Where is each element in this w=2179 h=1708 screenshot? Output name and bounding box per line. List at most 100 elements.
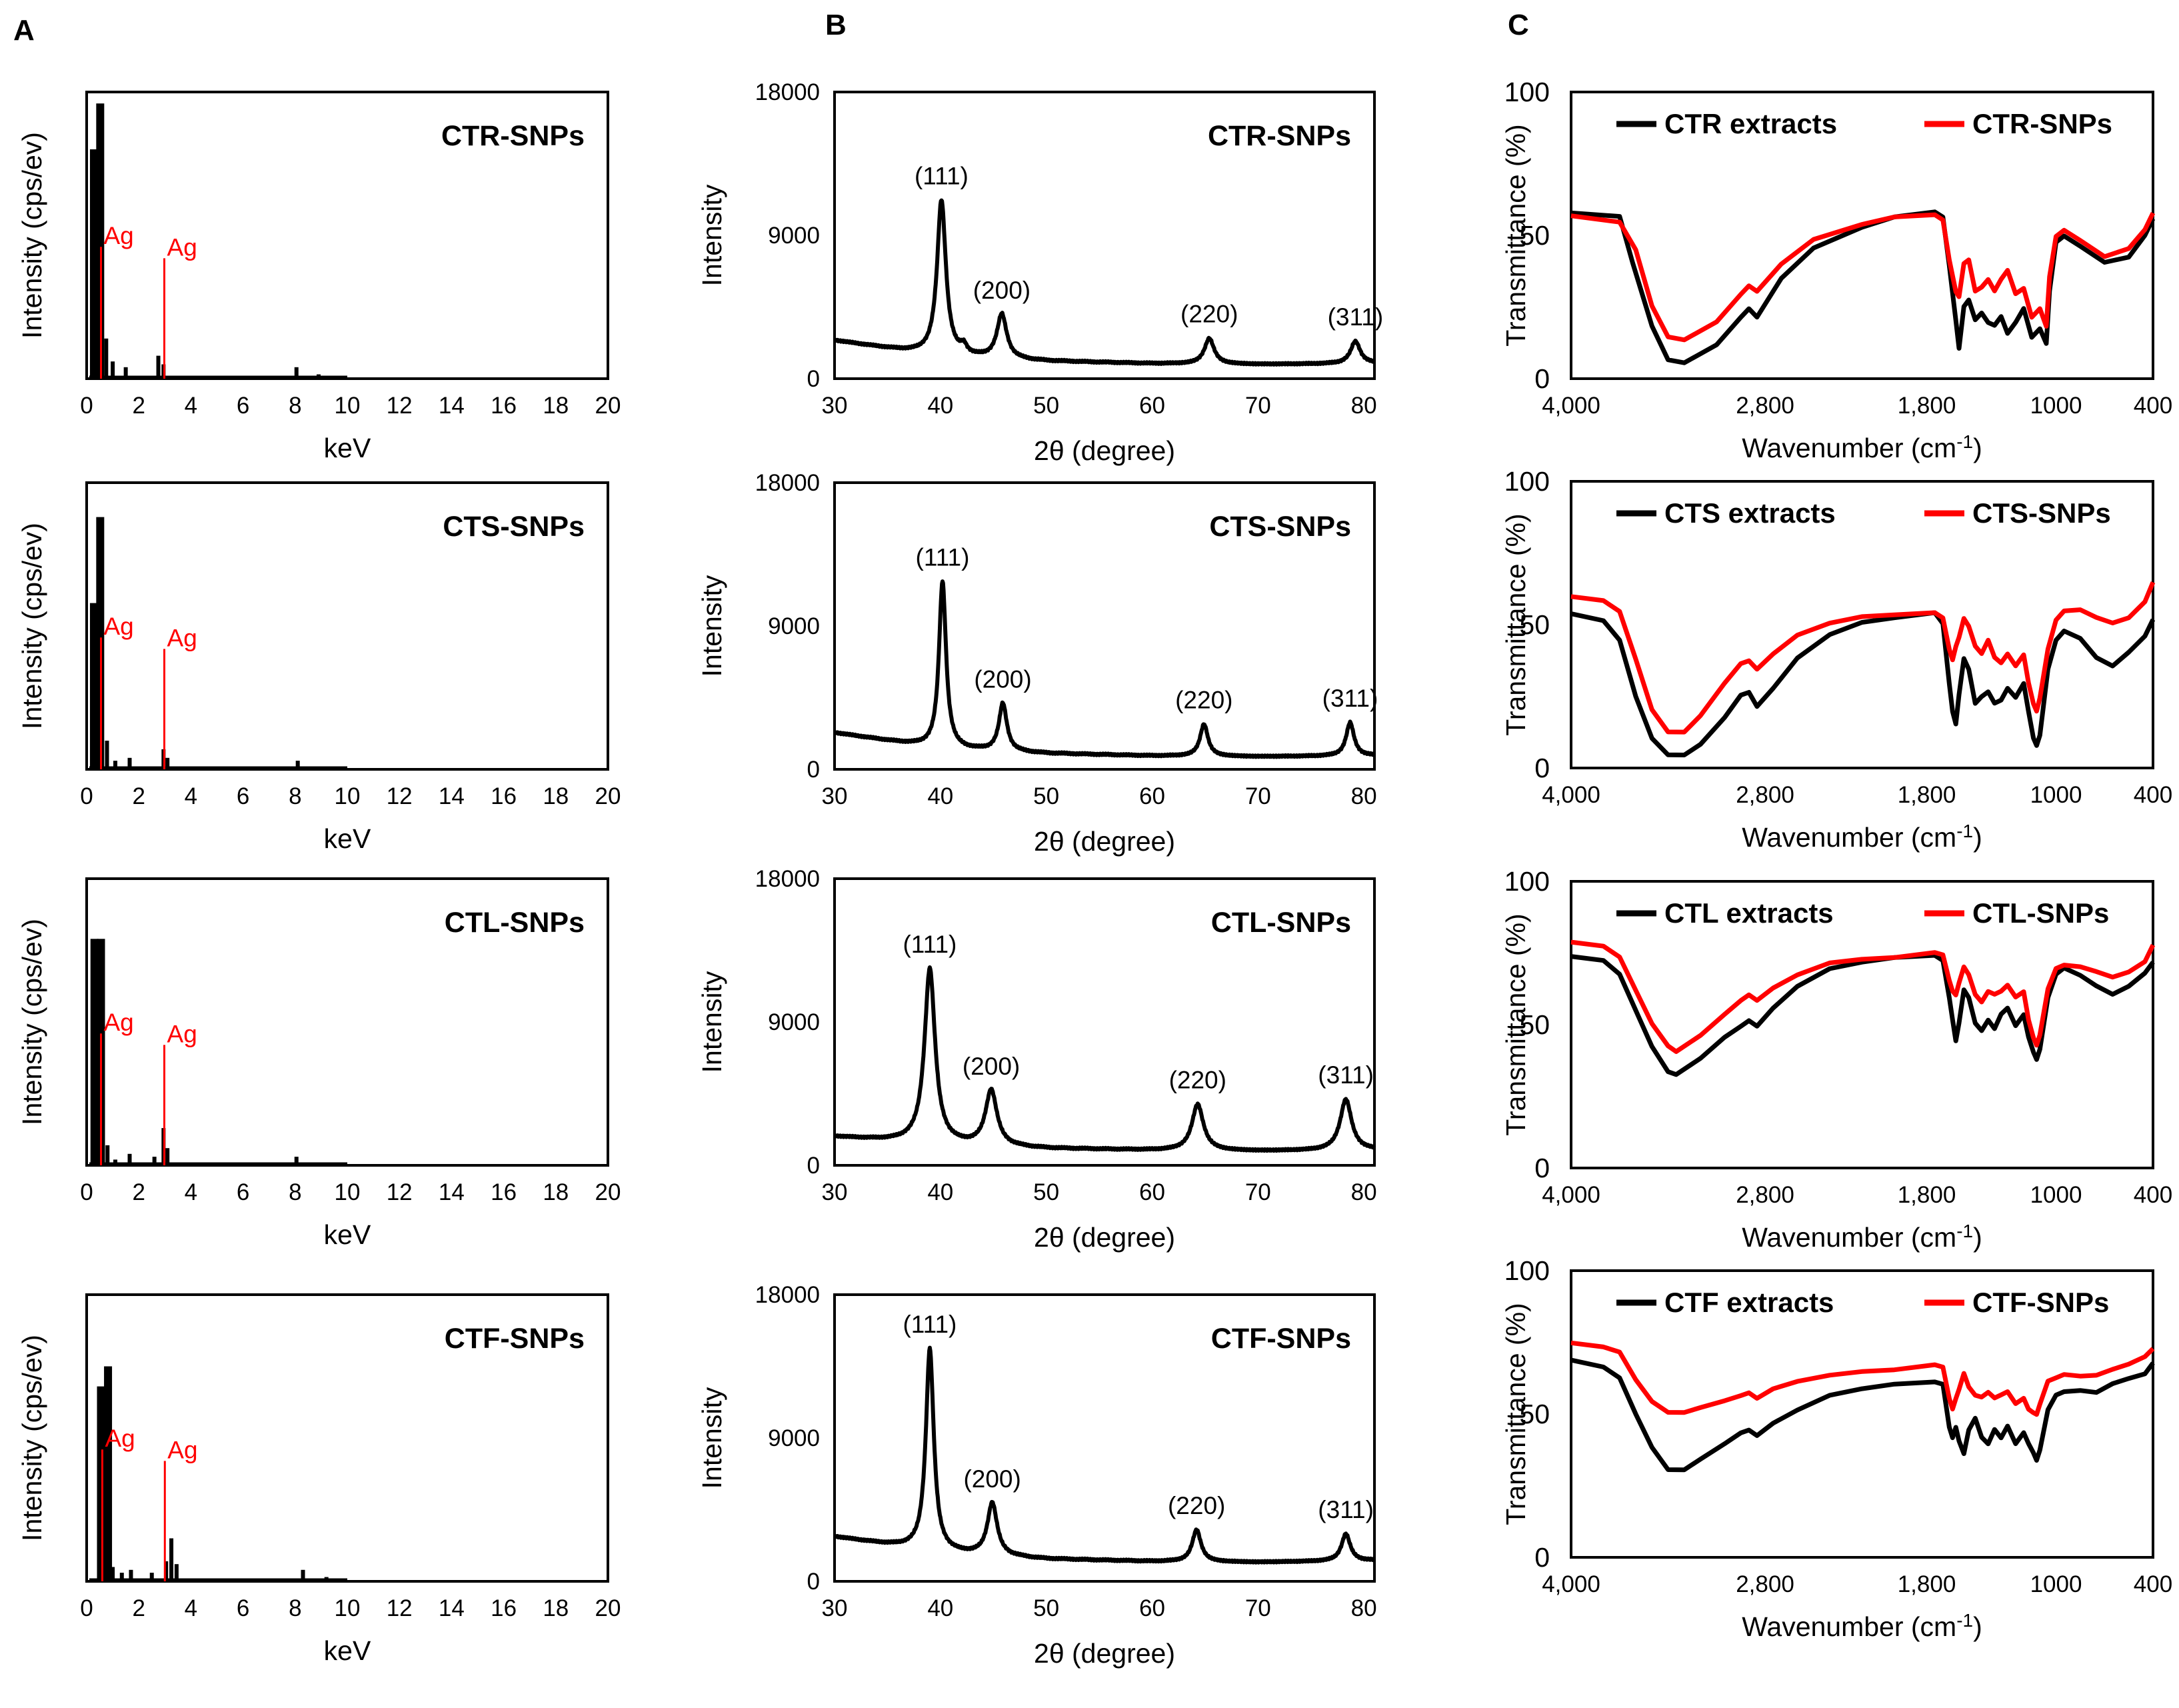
peak-label-200: (200) xyxy=(973,277,1031,304)
x-tick-label: 6 xyxy=(237,393,249,419)
chart-c-2: Transmittance (%) 4,000 2,800 1,800 1000 400 0… xyxy=(1500,466,2172,853)
x-tick-label: 70 xyxy=(1245,393,1271,419)
y-axis-label: Intensity (cps/ev) xyxy=(17,132,47,339)
x-tick-label: 1,800 xyxy=(1898,782,1956,808)
x-tick-label: 30 xyxy=(822,393,848,419)
chart-b-2: CTS-SNPs Intensity 30 40 50 60 70 80 0 9000 18000 2… xyxy=(697,470,1378,857)
x-tick-label: 14 xyxy=(439,1595,465,1621)
x-axis-label: 2θ (degree) xyxy=(1034,1222,1175,1253)
peak-label-200: (200) xyxy=(974,666,1031,693)
chart-c-4: Transmittance (%) 4,000 2,800 1,800 1000 400 0… xyxy=(1500,1255,2172,1642)
x-tick-label: 1,800 xyxy=(1898,1182,1956,1208)
peak-label-220: (220) xyxy=(1168,1492,1225,1519)
y-axis-label: Transmittance (%) xyxy=(1500,913,1531,1135)
x-axis-label-end: ) xyxy=(1973,433,1982,463)
y-axis-label: Intensity (cps/ev) xyxy=(17,919,47,1125)
y-tick-label: 9000 xyxy=(768,223,820,249)
xrd-pattern-line xyxy=(833,1345,1376,1565)
ag-marker-label: Ag xyxy=(104,222,134,249)
legend-label-snps: CTL-SNPs xyxy=(1972,897,2109,929)
peak-label-111: (111) xyxy=(903,1311,957,1338)
eds-peak xyxy=(90,939,99,1165)
peak-label-220: (220) xyxy=(1169,1067,1226,1094)
x-tick-label: 10 xyxy=(335,393,361,419)
chart-title: CTF-SNPs xyxy=(445,1323,585,1355)
plot-frame xyxy=(1570,1269,2154,1559)
y-axis-label: Transmittance (%) xyxy=(1500,1303,1531,1525)
legend-label-extracts: CTS extracts xyxy=(1664,497,1836,529)
y-tick-label: 100 xyxy=(1504,466,1550,497)
eds-peak xyxy=(169,1538,174,1581)
x-tick-label: 16 xyxy=(491,1595,517,1621)
x-tick-label: 40 xyxy=(927,393,953,419)
ftir-series-extracts xyxy=(1570,1357,2155,1473)
x-tick-label: 8 xyxy=(289,393,301,419)
x-tick-label: 60 xyxy=(1139,783,1165,809)
x-axis-label-end: ) xyxy=(1973,1222,1982,1253)
x-tick-label: 4,000 xyxy=(1542,782,1600,808)
x-tick-label: 4 xyxy=(185,1595,197,1621)
x-axis-label: keV xyxy=(324,823,371,854)
eds-peak xyxy=(301,1569,305,1581)
eds-peak xyxy=(149,1573,154,1581)
chart-title: CTS-SNPs xyxy=(1209,511,1351,543)
x-tick-label: 16 xyxy=(491,783,517,809)
x-tick-label: 2 xyxy=(132,393,145,419)
x-axis-label: keV xyxy=(324,1635,371,1666)
eds-peak xyxy=(152,1157,157,1165)
x-axis-label: Wavenumber (cm-1) xyxy=(1742,1610,1982,1642)
x-tick-label: 8 xyxy=(289,1179,301,1205)
x-tick-label: 40 xyxy=(927,1595,953,1621)
y-tick-label: 0 xyxy=(1534,753,1550,783)
x-tick-label: 70 xyxy=(1245,783,1271,809)
x-axis-label-end: ) xyxy=(1973,822,1982,853)
x-axis-label-main: Wavenumber (cm xyxy=(1742,433,1956,463)
x-tick-label: 0 xyxy=(80,1179,93,1205)
y-axis-label: Intensity xyxy=(697,1387,727,1489)
x-tick-label: 14 xyxy=(439,1179,465,1205)
eds-peak xyxy=(165,757,170,769)
y-tick-label: 0 xyxy=(1534,1153,1550,1183)
x-axis-label: Wavenumber (cm-1) xyxy=(1742,431,1982,463)
chart-title: CTR-SNPs xyxy=(1208,120,1351,152)
x-tick-label: 8 xyxy=(289,1595,301,1621)
eds-peak xyxy=(316,766,321,769)
x-tick-label: 50 xyxy=(1033,1595,1059,1621)
eds-peak xyxy=(156,355,161,379)
x-tick-label: 50 xyxy=(1033,783,1059,809)
eds-peak xyxy=(129,1569,133,1581)
y-axis-label: Intensity (cps/ev) xyxy=(17,523,47,729)
x-tick-label: 60 xyxy=(1139,1595,1165,1621)
plot-frame xyxy=(85,1293,609,1583)
eds-peak xyxy=(295,761,300,769)
chart-b-4: CTF-SNPs Intensity 30 40 50 60 70 80 0 9000 18000 2… xyxy=(697,1282,1377,1669)
x-axis-label-sup: -1 xyxy=(1956,1610,1973,1631)
x-tick-label: 10 xyxy=(335,783,361,809)
eds-peak xyxy=(89,603,98,769)
y-tick-label: 18000 xyxy=(755,866,820,892)
x-tick-label: 400 xyxy=(2134,782,2172,808)
x-tick-label: 4 xyxy=(185,783,197,809)
chart-c-1: Transmittance (%) 4,000 2,800 1,800 1000 400 0… xyxy=(1500,77,2172,463)
x-tick-label: 2 xyxy=(132,783,145,809)
plot-frame xyxy=(833,877,1376,1167)
x-axis-label-end: ) xyxy=(1973,1611,1982,1642)
chart-a-3: CTL-SNPs Intensity (cps/ev) 0 2 4 6 8 10 12 14 16 1… xyxy=(17,877,621,1250)
y-tick-label: 50 xyxy=(1519,609,1550,640)
eds-peak xyxy=(111,1567,115,1581)
plot-frame xyxy=(85,481,609,771)
ag-marker-label: Ag xyxy=(105,1425,135,1452)
chart-title: CTF-SNPs xyxy=(1211,1323,1351,1355)
x-tick-label: 40 xyxy=(927,783,953,809)
eds-peak xyxy=(127,1153,132,1165)
charts-layer: CTR-SNPs Intensity (cps/ev) 0 2 4 6 8 10 12 14 16 1… xyxy=(17,77,2172,1669)
x-tick-label: 4 xyxy=(185,393,197,419)
x-axis-label-sup: -1 xyxy=(1956,821,1973,841)
x-tick-label: 12 xyxy=(387,393,413,419)
peak-label-200: (200) xyxy=(963,1465,1021,1493)
x-tick-label: 80 xyxy=(1351,1595,1377,1621)
x-tick-label: 20 xyxy=(595,1595,621,1621)
chart-b-3: CTL-SNPs Intensity 30 40 50 60 70 80 0 9000 18000 2… xyxy=(697,866,1377,1253)
chart-title: CTL-SNPs xyxy=(1211,907,1351,939)
